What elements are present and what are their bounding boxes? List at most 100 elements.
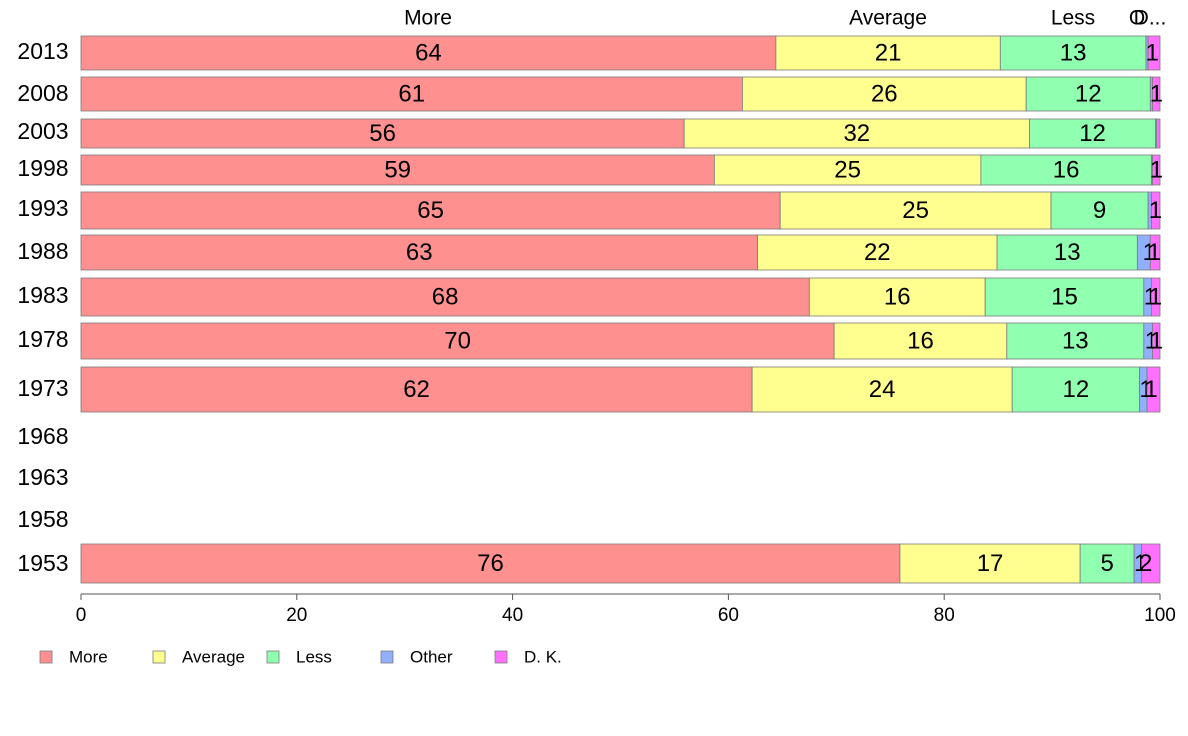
- bar-segment: [1152, 154, 1161, 186]
- bar-segment: [80, 191, 781, 230]
- bar-value-label: 17: [977, 550, 1004, 577]
- bar-segment: [80, 234, 758, 271]
- bar-segment: [808, 277, 986, 317]
- bar-value-label: 59: [384, 156, 411, 183]
- bar-segment: [1147, 35, 1161, 71]
- bar-segment: [1006, 322, 1145, 360]
- bar-value-label: 62: [403, 376, 430, 403]
- bar-value-label: 76: [477, 550, 504, 577]
- bar-segment: [899, 543, 1081, 584]
- top-series-label: Average: [849, 7, 927, 30]
- bar-segment: [80, 277, 810, 317]
- legend-swatch: [266, 650, 280, 664]
- bar-segment: [1149, 234, 1161, 271]
- top-series-label: Less: [1051, 7, 1095, 30]
- bar-segment: [779, 191, 1052, 230]
- bar-segment: [1152, 322, 1161, 360]
- bar-value-label: 16: [1053, 156, 1080, 183]
- year-label: 1953: [17, 550, 68, 576]
- bar-value-label: 12: [1079, 120, 1106, 147]
- bar-value-label: 64: [415, 39, 442, 66]
- bar-value-label: 12: [1075, 80, 1102, 107]
- bar-value-label: 24: [869, 376, 896, 403]
- bar-segment: [984, 277, 1145, 317]
- bar-segment: [1152, 76, 1161, 112]
- x-tick-label: 20: [286, 605, 307, 626]
- bar-segment: [1050, 191, 1149, 230]
- legend-label: D. K.: [524, 647, 562, 666]
- bar-segment: [742, 76, 1027, 112]
- legend-label: Other: [410, 647, 453, 666]
- bar-segment: [80, 154, 715, 186]
- top-series-label: D...: [1134, 7, 1167, 30]
- bar-value-label: 1: [1144, 376, 1157, 403]
- year-label: 1968: [17, 423, 68, 449]
- bar-value-label: 9: [1093, 197, 1106, 224]
- x-tick-label: 60: [718, 605, 739, 626]
- x-tick-label: 80: [934, 605, 955, 626]
- bar-segment: [751, 366, 1013, 413]
- bar-segment: [980, 154, 1152, 186]
- legend-label: More: [69, 647, 108, 666]
- bar-segment: [80, 366, 753, 413]
- bar-value-label: 1: [1149, 197, 1162, 224]
- year-label: 1978: [17, 326, 68, 352]
- bar-value-label: 22: [864, 239, 891, 266]
- bar-segment: [713, 154, 982, 186]
- year-label: 2008: [17, 80, 68, 106]
- bar-value-label: 26: [871, 80, 898, 107]
- bar-value-label: 25: [834, 156, 861, 183]
- bar-value-label: 1: [1150, 156, 1163, 183]
- bar-value-label: 1: [1145, 39, 1158, 66]
- bar-segment: [683, 118, 1030, 149]
- bar-segment: [80, 543, 901, 584]
- legend-label: Less: [296, 647, 332, 666]
- legend-swatch: [152, 650, 166, 664]
- bar-value-label: 13: [1054, 239, 1081, 266]
- bar-value-label: 65: [417, 197, 444, 224]
- year-label: 1958: [17, 506, 68, 532]
- bar-segment: [1150, 277, 1161, 317]
- year-label: 2003: [17, 118, 68, 144]
- bar-value-label: 12: [1062, 376, 1089, 403]
- bar-value-label: 61: [398, 80, 425, 107]
- bar-value-label: 13: [1060, 39, 1087, 66]
- legend-swatch: [494, 650, 508, 664]
- bar-value-label: 1: [1150, 80, 1163, 107]
- bar-value-label: 15: [1051, 283, 1078, 310]
- bar-segment: [996, 234, 1138, 271]
- bar-segment: [1011, 366, 1140, 413]
- bar-value-label: 1: [1149, 283, 1162, 310]
- bar-value-label: 32: [843, 120, 870, 147]
- year-label: 1963: [17, 464, 68, 490]
- bar-value-label: 1: [1150, 327, 1163, 354]
- bar-segment: [1146, 366, 1161, 413]
- bar-segment: [1141, 543, 1161, 584]
- top-series-label: O: [1129, 7, 1145, 30]
- bar-segment: [757, 234, 998, 271]
- legend-swatch: [39, 650, 53, 664]
- bar-value-label: 5: [1100, 550, 1113, 577]
- bar-value-label: 16: [884, 283, 911, 310]
- bar-segment: [1150, 191, 1161, 230]
- legend-label: Average: [182, 647, 245, 666]
- bar-value-label: 70: [444, 327, 471, 354]
- legend-swatch: [380, 650, 394, 664]
- top-series-label: More: [404, 7, 452, 30]
- year-label: 1993: [17, 195, 68, 221]
- bar-value-label: 68: [432, 283, 459, 310]
- bar-value-label: 56: [369, 120, 396, 147]
- bar-value-label: 16: [907, 327, 934, 354]
- x-tick-label: 40: [502, 605, 523, 626]
- year-label: 2013: [17, 38, 68, 64]
- bar-segment: [1025, 76, 1151, 112]
- bar-segment: [775, 35, 1001, 71]
- bar-value-label: 21: [875, 39, 902, 66]
- bar-value-label: 2: [1139, 550, 1152, 577]
- bar-value-label: 13: [1062, 327, 1089, 354]
- bar-segment: [1156, 118, 1161, 149]
- bar-value-label: 63: [406, 239, 433, 266]
- x-tick-label: 0: [76, 605, 87, 626]
- year-label: 1988: [17, 238, 68, 264]
- year-label: 1973: [17, 375, 68, 401]
